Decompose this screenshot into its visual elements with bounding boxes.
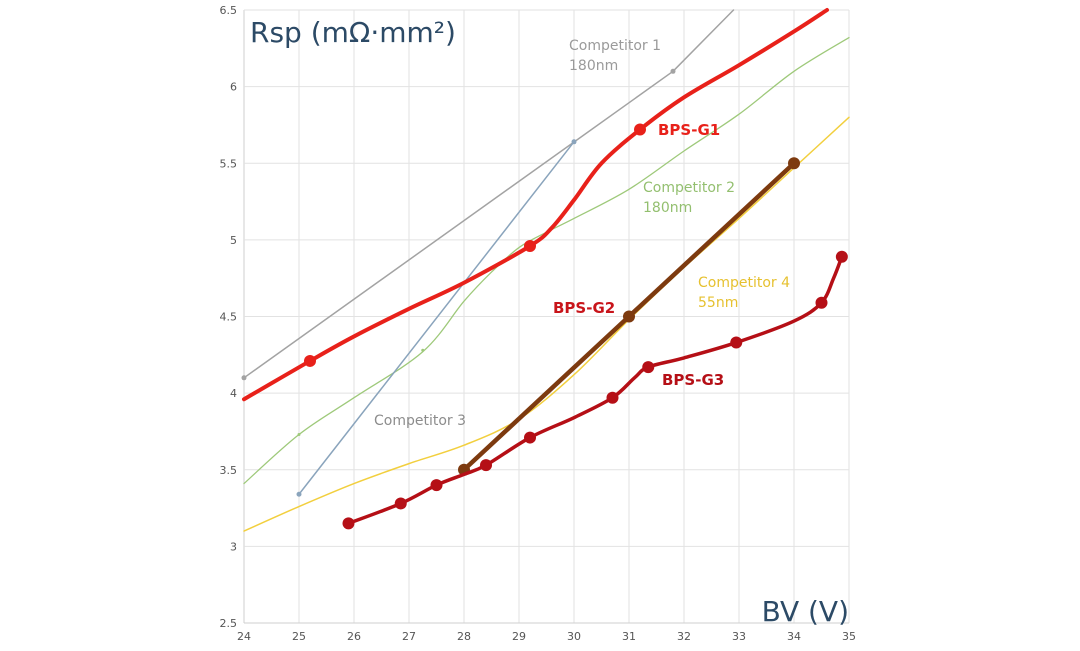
label-bps-g1: BPS-G1 [658,121,720,139]
label-bps-g3: BPS-G3 [662,371,724,389]
y-tick-label: 3 [230,540,237,553]
data-point-bps-g1 [304,354,316,367]
tick-labels: 24 25 26 27 28 29 30 31 32 33 34 35 2.5 3 3.5 4 4.5 5 5.5 6… [220,4,857,643]
y-tick-label: 5.5 [220,157,238,170]
label-bps-g2: BPS-G2 [553,299,615,317]
data-point-bps-g3 [835,250,848,263]
label-competitor-4: Competitor 4 55nm [698,275,794,311]
data-point-bps-g3 [342,517,355,530]
label-competitor-3: Competitor 3 [374,413,466,429]
y-tick-label: 5 [230,234,237,247]
grid-lines [243,9,850,624]
x-tick-label: 34 [787,630,801,643]
series-labels: Competitor 1 180nm Competitor 2 180nm Co… [374,38,794,429]
data-point-bps-g3 [815,296,828,309]
x-tick-label: 33 [732,630,746,643]
series-lines [241,8,850,532]
data-point-competitor-2 [297,433,301,437]
y-tick-label: 4.5 [220,311,238,324]
label-competitor-2-name: Competitor 2 [643,180,735,196]
label-competitor-1-node: 180nm [569,58,618,74]
y-tick-label: 3.5 [220,464,238,477]
data-point-bps-g3 [524,431,536,444]
data-point-bps-g3 [730,336,743,349]
data-point-bps-g3 [606,391,619,404]
data-point-competitor-1 [241,375,247,381]
data-point-bps-g2 [623,310,635,323]
label-competitor-2-node: 180nm [643,200,692,216]
series-line-competitor-3 [298,141,575,496]
label-competitor-1: Competitor 1 180nm [569,38,665,74]
label-competitor-1-name: Competitor 1 [569,38,661,54]
x-axis-label: BV (V) [762,595,849,628]
series-line-bps-g3 [346,254,844,526]
x-tick-label: 35 [842,630,856,643]
data-point-competitor-3 [571,139,577,145]
data-point-bps-g1 [634,123,646,136]
x-tick-label: 25 [292,630,306,643]
x-tick-label: 24 [237,630,251,643]
x-tick-label: 32 [677,630,691,643]
x-tick-label: 26 [347,630,361,643]
label-competitor-4-name: Competitor 4 [698,275,790,291]
y-axis-label: Rsp (mΩ·mm²) [250,16,456,49]
y-tick-label: 4 [230,387,237,400]
data-point-competitor-3 [296,491,302,497]
series-line-competitor-4 [243,116,850,532]
y-tick-label: 6 [230,81,237,94]
x-tick-label: 29 [512,630,526,643]
y-tick-label: 6.5 [220,4,238,17]
x-tick-label: 30 [567,630,581,643]
label-competitor-4-node: 55nm [698,295,738,311]
series-line-bps-g1 [242,8,829,402]
data-point-competitor-1 [670,68,676,74]
y-tick-label: 2.5 [220,617,238,630]
data-point-bps-g3 [480,459,492,472]
data-point-bps-g3 [394,497,407,510]
data-point-bps-g2 [788,157,800,170]
data-point-bps-g3 [642,361,655,374]
series-line-competitor-2 [243,36,850,485]
data-point-bps-g1 [524,240,536,253]
x-tick-label: 27 [402,630,416,643]
label-competitor-2: Competitor 2 180nm [643,180,739,216]
x-tick-label: 28 [457,630,471,643]
data-point-bps-g3 [430,479,443,492]
data-point-competitor-2 [421,348,425,352]
x-tick-label: 31 [622,630,636,643]
